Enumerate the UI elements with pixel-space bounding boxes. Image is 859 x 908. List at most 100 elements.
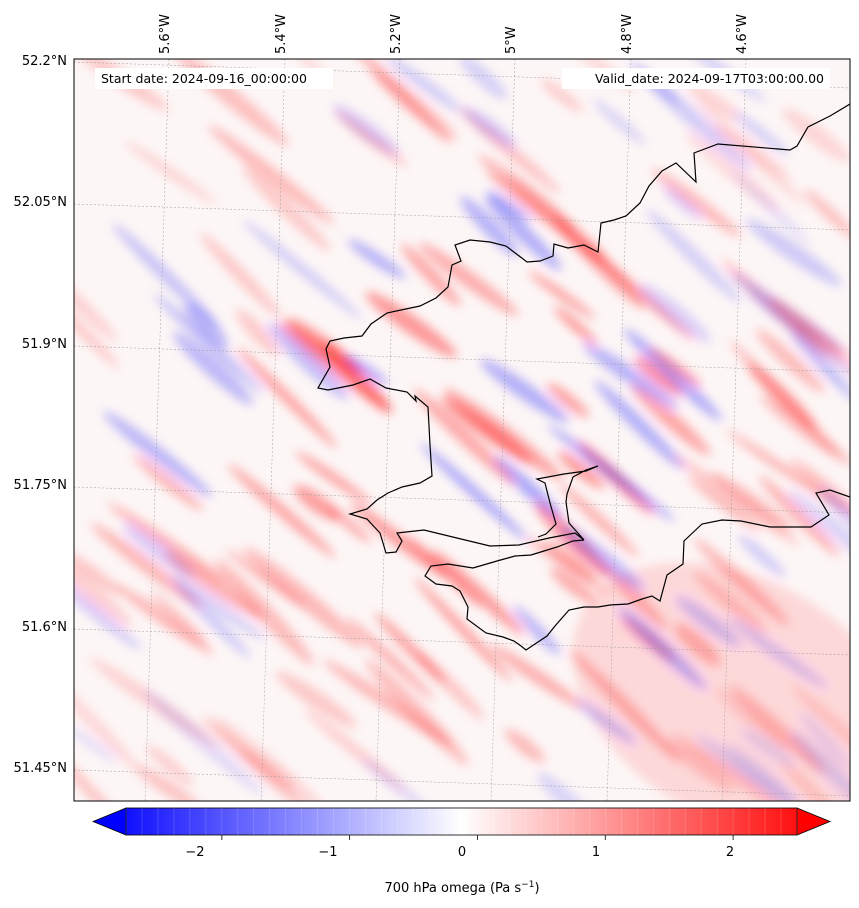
colorbar-tick-label: 0 [458,845,466,860]
negative-streak [745,218,842,287]
positive-streak [631,384,711,456]
negative-streak [639,283,711,343]
positive-streak [164,552,265,619]
negative-streak [592,98,646,145]
negative-streak [173,580,251,659]
negative-streak [537,772,593,801]
negative-streak [184,303,229,349]
positive-streak [664,739,735,792]
negative-streak [576,700,637,745]
negative-streak [347,239,406,279]
positive-streak [557,450,605,489]
positive-streak [208,125,335,225]
positive-streak [672,453,801,547]
positive-streak [725,430,850,515]
positive-streak [599,563,668,630]
lon-label: 4.6°W [735,14,750,54]
negative-streak [582,342,679,409]
positive-streak [107,502,228,584]
positive-streak [569,649,682,763]
lon-label: 5°W [504,26,519,54]
positive-streak [489,644,585,709]
graticule [74,59,850,801]
positive-streak [782,108,850,162]
colorbar-ticks [125,808,798,840]
colorbar-label-main: 700 hPa omega (Pa s [384,881,521,896]
coastline [317,103,850,651]
lat-label: 51.45°N [14,761,67,776]
negative-streak [143,689,264,795]
positive-streak [781,761,838,801]
negative-streak [74,572,142,650]
positive-streak [225,549,307,608]
positive-streak [528,271,596,319]
valid-date-box [562,68,830,89]
positive-streak [74,551,122,595]
negative-streak [154,294,264,393]
colorbar-label-end: ) [534,881,539,896]
positive-streak [200,233,282,318]
positive-streak [634,356,683,396]
negative-streak [74,725,118,763]
positive-streak [790,459,850,521]
lat-label: 51.6°N [22,620,67,635]
positive-streak [554,306,598,345]
negative-streak [725,743,795,801]
negative-streak [103,411,213,498]
lon-label: 4.8°W [620,14,635,54]
positive-streak [694,572,767,633]
positive-streak [133,454,204,511]
negative-streak [512,605,561,656]
lat-label: 52.05°N [14,195,67,210]
lon-label: 5.2°W [389,14,404,54]
positive-streak [365,658,469,766]
parallel-line [74,203,850,231]
positive-streak [791,685,850,784]
positive-streak [712,124,790,179]
positive-streak [714,687,791,752]
negative-streak [662,186,702,220]
positive-streak [443,388,563,480]
colorbar: −2 −1 0 1 2 700 hPa omega (Pa s−1) [91,807,832,896]
positive-streak [278,321,394,412]
colorbar-tick-label: 1 [592,845,600,860]
negative-streak [799,712,850,769]
lon-label: 5.4°W [274,14,289,54]
colorbar-tick-label: −1 [318,845,337,860]
start-date-label: Start date: 2024-09-16_00:00:00 [101,71,307,86]
negative-streak [344,355,388,385]
negative-streak [463,107,517,148]
positive-streak [540,78,583,112]
negative-streak [740,728,795,767]
colorbar-gradient [126,808,797,835]
colorbar-extend-max [796,807,832,836]
positive-streak [293,485,341,521]
positive-streak [150,592,207,645]
positive-streak [135,765,202,801]
positive-streak [236,347,338,449]
positive-streak [688,477,761,532]
positive-streak [526,537,610,594]
negative-streak [738,534,786,578]
positive-streak [74,262,118,342]
colorbar-label-unit-exponent: −1 [521,880,534,890]
positive-streak [693,538,790,626]
colorbar-tick-label: 2 [726,845,734,860]
positive-streak [74,738,137,801]
negative-streak [646,209,741,303]
positive-streak [413,577,513,682]
colorbar-extend-min [91,807,127,836]
positive-streak [228,464,336,558]
positive-streak [672,733,790,801]
positive-streak [74,553,133,627]
positive-streak [365,291,457,358]
positive-streak [74,676,140,772]
negative-streak [242,220,363,319]
lat-label: 51.75°N [14,478,67,493]
positive-streak [758,475,840,557]
negative-streak [624,328,722,422]
positive-streak [550,567,596,604]
colorbar-tick-label: −2 [185,845,204,860]
valid-date-label: Valid_date: 2024-09-17T03:00:00.00 [595,71,824,86]
